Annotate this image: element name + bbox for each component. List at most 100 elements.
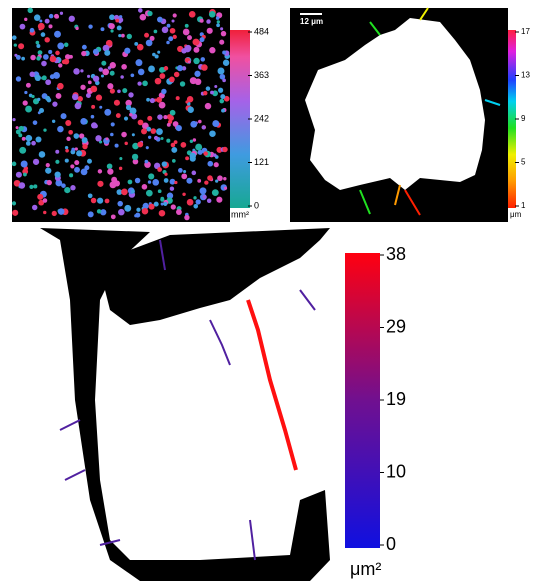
dot	[219, 98, 225, 104]
dot	[22, 100, 28, 106]
dot	[204, 180, 209, 185]
dot	[29, 184, 34, 189]
dot	[44, 18, 50, 24]
red-branch	[246, 299, 298, 471]
dot	[127, 179, 133, 185]
dot	[109, 70, 115, 76]
dot	[173, 140, 178, 145]
dot	[30, 54, 36, 61]
dot	[110, 132, 114, 137]
dot	[171, 147, 178, 153]
dot	[193, 203, 199, 209]
dot	[74, 102, 82, 110]
dot	[175, 124, 182, 132]
dot	[170, 204, 176, 210]
dot	[175, 96, 180, 101]
dot	[76, 150, 83, 157]
dot	[39, 19, 43, 23]
dot	[147, 115, 153, 121]
dot	[25, 82, 31, 88]
dot	[24, 17, 28, 22]
vessel-top	[100, 228, 330, 325]
dot	[142, 80, 148, 87]
dot	[74, 160, 80, 166]
colorbar-label: 29	[386, 316, 406, 336]
dot	[45, 79, 52, 86]
colorbar-label: 1	[521, 201, 526, 210]
dot	[37, 50, 43, 55]
dot	[48, 49, 53, 54]
dot	[33, 14, 41, 21]
dot	[45, 163, 50, 168]
dot	[197, 149, 203, 155]
dot	[134, 177, 141, 184]
dot	[147, 10, 153, 17]
dot	[15, 126, 19, 130]
dot	[12, 209, 19, 216]
dot	[90, 85, 98, 93]
dot	[106, 163, 113, 170]
dot	[141, 128, 148, 135]
dot	[206, 19, 211, 24]
colorbar-label: 484	[254, 26, 269, 36]
dot	[217, 67, 225, 75]
dot	[29, 27, 35, 33]
colorbar-label: 5	[521, 158, 526, 167]
dot	[48, 13, 54, 19]
dot	[199, 18, 204, 23]
dot	[145, 146, 149, 150]
dot	[189, 152, 196, 160]
dot	[91, 104, 96, 109]
dot	[175, 209, 182, 215]
dot	[217, 175, 223, 182]
dot	[214, 84, 218, 88]
dot	[161, 26, 169, 34]
dot	[35, 40, 40, 45]
dot	[74, 166, 80, 173]
dot	[81, 137, 88, 144]
dot	[169, 186, 175, 191]
dot	[191, 170, 197, 176]
dot	[215, 179, 219, 183]
dot	[60, 113, 67, 120]
dot	[77, 96, 83, 102]
dot	[222, 59, 230, 66]
dot	[51, 210, 57, 217]
dot	[35, 136, 42, 143]
colorbar-label: 242	[254, 113, 269, 123]
dot	[80, 69, 84, 73]
dot	[37, 193, 44, 200]
dot	[169, 76, 175, 83]
dot	[31, 140, 36, 146]
dot	[65, 120, 72, 126]
dot	[192, 38, 200, 46]
dot	[142, 202, 149, 210]
dot	[54, 30, 61, 38]
dot	[92, 75, 100, 82]
dot	[15, 171, 22, 178]
dot	[200, 57, 206, 62]
dot	[166, 23, 171, 28]
colorbar-b-labels: 17 13 9 5 1μm	[510, 27, 530, 219]
dot	[187, 60, 191, 64]
cell-dots	[11, 7, 230, 221]
dot	[101, 60, 107, 66]
dot	[15, 76, 22, 82]
dot	[202, 90, 208, 96]
dot	[216, 23, 220, 28]
dot	[222, 50, 227, 55]
filopodia	[359, 7, 501, 216]
dot	[38, 199, 45, 206]
dot	[144, 32, 150, 38]
dot	[137, 119, 144, 126]
dot	[21, 56, 25, 61]
dot	[131, 133, 135, 137]
dot	[157, 50, 161, 54]
dot	[31, 94, 35, 99]
dot	[53, 71, 60, 79]
dot	[221, 108, 225, 113]
dot	[179, 81, 186, 87]
dot	[218, 87, 224, 93]
dot	[161, 88, 167, 95]
